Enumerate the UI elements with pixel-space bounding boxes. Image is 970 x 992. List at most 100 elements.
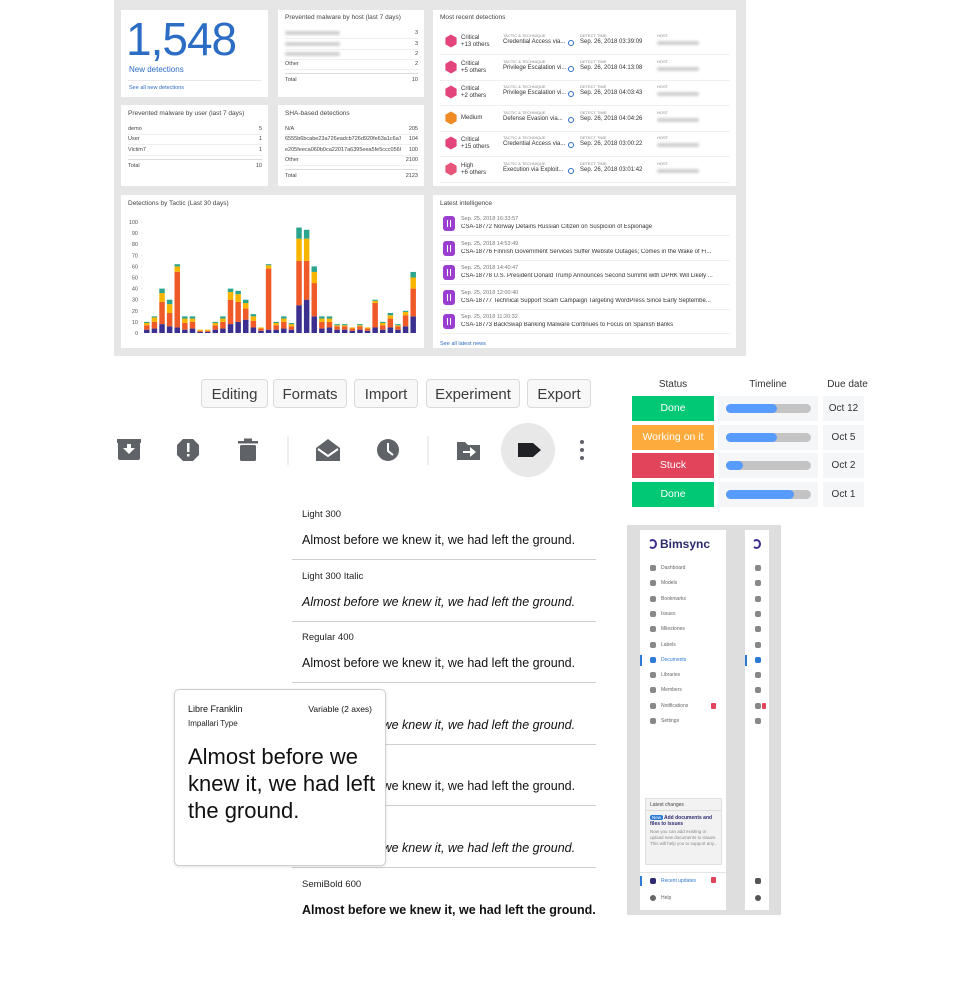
nav-item[interactable]: Dashboard (661, 565, 686, 571)
technique: Credential Access via... (503, 39, 566, 45)
nav-item[interactable]: Labels (661, 641, 676, 648)
nav-item[interactable]: Issues (661, 610, 676, 617)
button-label[interactable]: Import (364, 386, 408, 403)
toolbar-button[interactable]: Experiment (426, 379, 520, 408)
status-cell[interactable]: Stuck (632, 453, 714, 478)
intel-time: Sep. 25, 2018 14:53:49 (461, 240, 519, 247)
separator (440, 308, 730, 310)
button-label[interactable]: Experiment (435, 386, 511, 403)
column-header: DETECT TIME (580, 161, 607, 166)
detections-link[interactable]: See all new detections (129, 85, 185, 91)
column-header: DETECT TIME (580, 109, 607, 115)
bar-segment (402, 311, 409, 316)
separator (128, 144, 262, 145)
nav-icon (650, 610, 656, 617)
bar-segment (296, 260, 302, 306)
detect-time: Sep. 26, 2018 04:03:43 (580, 90, 643, 97)
separator (645, 810, 722, 811)
help[interactable]: Help (661, 895, 672, 901)
move-icon[interactable] (457, 442, 480, 460)
separator (285, 155, 418, 156)
nav-icon (650, 595, 656, 602)
style-label: Light 300 (302, 509, 342, 520)
nav-icon (650, 565, 656, 571)
separator (285, 144, 418, 145)
bar-segment (281, 328, 287, 333)
y-tick-label: 60 (132, 264, 138, 270)
changes-badge: New (650, 815, 664, 820)
intel-text[interactable]: CSA-18776 Finnish Government Services Su… (461, 248, 712, 255)
nav-item[interactable]: Members (661, 687, 682, 694)
bar-segment (273, 321, 279, 324)
button-label[interactable]: Editing (211, 386, 258, 403)
notification-badge (711, 702, 716, 709)
bar-segment (364, 327, 371, 329)
nav-item[interactable]: Milestones (661, 626, 685, 633)
card (278, 105, 424, 186)
snooze-icon[interactable] (377, 439, 399, 461)
intel-text[interactable]: CSA-18778 U.S. President Donald Trump An… (461, 273, 713, 279)
label-icon[interactable] (518, 443, 541, 457)
bar-segment (402, 326, 409, 333)
bar-segment (189, 321, 196, 329)
bar-segment (319, 328, 325, 333)
separator (292, 682, 596, 684)
status-cell[interactable]: Done (632, 396, 714, 421)
more-icon[interactable] (580, 440, 584, 460)
severity-icon (445, 162, 457, 176)
icon-group (117, 423, 584, 477)
y-tick-label: 90 (132, 231, 138, 237)
report-icon[interactable] (177, 439, 199, 461)
nav-item[interactable]: Models (661, 580, 678, 587)
bar-segment (281, 321, 287, 329)
delete-icon[interactable] (238, 438, 258, 462)
status-cell[interactable]: Done (632, 482, 714, 507)
bar-segment (334, 324, 340, 326)
nav-item[interactable]: Settings (661, 718, 680, 724)
bar-segment (319, 321, 325, 329)
bar-segment (144, 323, 150, 326)
intel-text[interactable]: CSA-18772 Norway Detains Russian Citizen… (461, 224, 653, 230)
mark-read-icon[interactable] (316, 439, 340, 461)
recent-updates[interactable]: Recent updates (661, 878, 697, 884)
bar-segment (281, 318, 287, 322)
toolbar-button[interactable]: Editing (201, 379, 268, 408)
bar-segment (250, 314, 257, 317)
total-label: Total (285, 77, 297, 83)
bar-segment (151, 317, 158, 322)
bimsync-rail-logo (752, 539, 761, 549)
bar-segment (387, 313, 394, 316)
bar-segment (319, 316, 325, 319)
total-label: Total (128, 163, 140, 169)
button-label[interactable]: Export (537, 386, 581, 403)
intel-link[interactable]: See all latest news (440, 341, 486, 347)
status-cell[interactable]: Working on it (632, 425, 714, 450)
changes-box: Latest changes New Add documents and files… (645, 798, 722, 865)
nav-icon (650, 672, 656, 679)
technique: Privilege Escalation vi... (503, 64, 567, 71)
nav-item[interactable]: Notifications (661, 702, 689, 709)
timeline-fill (726, 490, 794, 499)
bar-segment (364, 328, 371, 331)
archive-icon[interactable] (117, 439, 141, 460)
button-label[interactable]: Formats (282, 386, 338, 403)
nav-item[interactable]: Documents (661, 656, 687, 663)
toolbar-button[interactable]: Export (527, 379, 591, 408)
y-tick-label: 80 (132, 242, 138, 248)
font-card[interactable]: Libre Franklin Variable (2 axes) Impallari… (174, 689, 386, 866)
row-label: User (128, 136, 140, 142)
bimsync-logo: Bimsync (660, 537, 711, 551)
info-icon (568, 116, 574, 123)
status-label: Done (660, 402, 686, 414)
toolbar-button[interactable]: Formats (273, 379, 347, 408)
intel-text[interactable]: CSA-18773 BackSwap Banking Malware Conti… (461, 322, 674, 328)
column-header: HOST (657, 84, 669, 90)
bar-segment (357, 326, 363, 330)
bar-segment (349, 330, 356, 333)
toolbar-button[interactable]: Import (354, 379, 418, 408)
nav-item[interactable]: Libraries (661, 672, 681, 679)
intel-time: Sep. 25, 2018 12:00:40 (461, 289, 519, 296)
intel-text[interactable]: CSA-18777 Technical Support Scam Campaig… (461, 297, 711, 304)
nav-item[interactable]: Bookmarks (661, 595, 687, 602)
bar-segment (227, 299, 234, 325)
